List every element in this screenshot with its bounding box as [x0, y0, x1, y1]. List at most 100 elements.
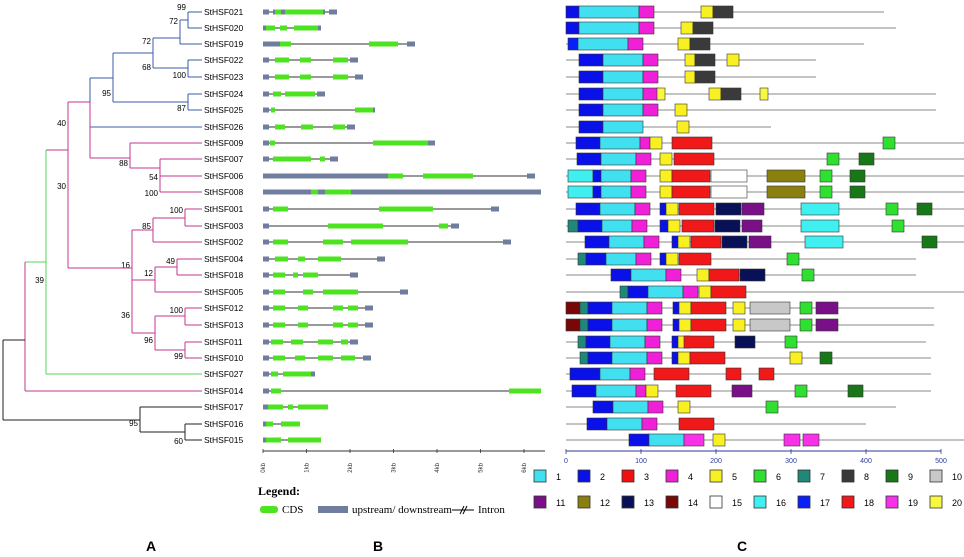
cds-block	[301, 124, 313, 130]
motif-box	[710, 169, 748, 183]
bootstrap-value: 68	[142, 63, 151, 72]
panel-label-b: B	[373, 538, 384, 554]
upstream-block	[263, 206, 269, 212]
motif-box	[694, 70, 716, 84]
motif-box	[700, 5, 714, 19]
cds-block	[288, 437, 321, 443]
motif-axis-tick-label: 400	[860, 458, 872, 465]
motif-box	[674, 103, 688, 117]
motif-box	[732, 301, 746, 315]
motif-legend-label: 15	[732, 498, 742, 508]
motif-axis-tick-label: 500	[935, 458, 947, 465]
legend-updown-swatch	[318, 506, 348, 513]
taxon-label: StHSF018	[204, 270, 243, 280]
motif-box	[720, 87, 742, 101]
motif-box	[630, 185, 647, 199]
upstream-block	[263, 272, 269, 278]
bootstrap-value: 95	[102, 89, 111, 98]
motif-legend-label: 19	[908, 498, 918, 508]
downstream-block	[355, 74, 363, 80]
motif-box	[645, 384, 659, 398]
cds-block	[341, 355, 355, 361]
downstream-block	[363, 355, 371, 361]
taxon-label: StHSF015	[204, 435, 243, 445]
motif-box	[602, 120, 644, 134]
motif-box	[608, 235, 645, 249]
bootstrap-value: 95	[129, 419, 138, 428]
downstream-block	[400, 289, 408, 295]
motif-box	[665, 202, 679, 216]
motif-box	[783, 433, 801, 447]
upstream-block	[263, 57, 269, 63]
gene-axis-tick-label: 2kb	[348, 462, 354, 472]
upstream-block	[263, 107, 269, 113]
motif-box	[682, 285, 699, 299]
motif-legend-label: 2	[600, 472, 605, 482]
upstream-block	[263, 256, 269, 262]
cds-block	[280, 41, 291, 47]
gene-axis-tick-label: 4kb	[435, 462, 441, 472]
cds-block	[268, 404, 283, 410]
cds-block	[271, 388, 281, 394]
motif-box	[659, 219, 669, 233]
cds-block	[333, 305, 343, 311]
cds-block	[283, 371, 311, 377]
motif-box	[678, 318, 692, 332]
bootstrap-value: 72	[142, 37, 151, 46]
taxon-label: StHSF023	[204, 72, 243, 82]
motif-legend-label: 18	[864, 498, 874, 508]
cds-block	[509, 388, 541, 394]
motif-box	[692, 21, 714, 35]
motif-box	[712, 433, 726, 447]
cds-block	[271, 339, 283, 345]
cds-block	[273, 355, 285, 361]
motif-box	[605, 252, 637, 266]
cds-block	[439, 223, 448, 229]
motif-legend-swatch	[753, 495, 767, 509]
motif-legend-label: 12	[600, 498, 610, 508]
motif-box	[786, 252, 800, 266]
bootstrap-value: 72	[169, 17, 178, 26]
cds-block	[288, 404, 293, 410]
motif-box	[587, 351, 613, 365]
gene-axis-tick-label: 6kb	[522, 462, 528, 472]
cds-block	[318, 256, 341, 262]
motif-box	[799, 301, 813, 315]
cds-block	[320, 156, 325, 162]
motif-box	[576, 152, 602, 166]
cds-block	[285, 91, 315, 97]
motif-legend-label: 3	[644, 472, 649, 482]
taxon-label: StHSF003	[204, 221, 243, 231]
upstream-block	[263, 124, 269, 130]
upstream-block	[263, 339, 269, 345]
bootstrap-value: 16	[121, 261, 130, 270]
motif-box	[749, 318, 791, 332]
motif-box	[587, 318, 613, 332]
motif-box	[671, 335, 679, 349]
motif-box	[567, 185, 594, 199]
taxon-label: StHSF016	[204, 419, 243, 429]
motif-box	[565, 21, 580, 35]
motif-box	[571, 384, 597, 398]
motif-box	[565, 301, 581, 315]
motif-legend-swatch	[709, 469, 723, 483]
panel-label-c: C	[737, 538, 748, 554]
motif-axis-tick-label: 100	[635, 458, 647, 465]
upstream-block	[263, 305, 269, 311]
motif-box	[671, 351, 679, 365]
cds-block	[275, 74, 289, 80]
motif-box	[646, 351, 663, 365]
utr-block	[263, 173, 393, 179]
motif-axis-tick-label: 300	[785, 458, 797, 465]
motif-box	[683, 335, 715, 349]
taxon-label: StHSF013	[204, 320, 243, 330]
motif-box	[689, 37, 711, 51]
motif-legend-label: 1	[556, 472, 561, 482]
cds-block	[298, 305, 308, 311]
motif-box	[696, 268, 710, 282]
motif-box	[611, 318, 648, 332]
cds-block	[318, 355, 333, 361]
motif-box	[627, 37, 644, 51]
motif-box	[732, 318, 746, 332]
